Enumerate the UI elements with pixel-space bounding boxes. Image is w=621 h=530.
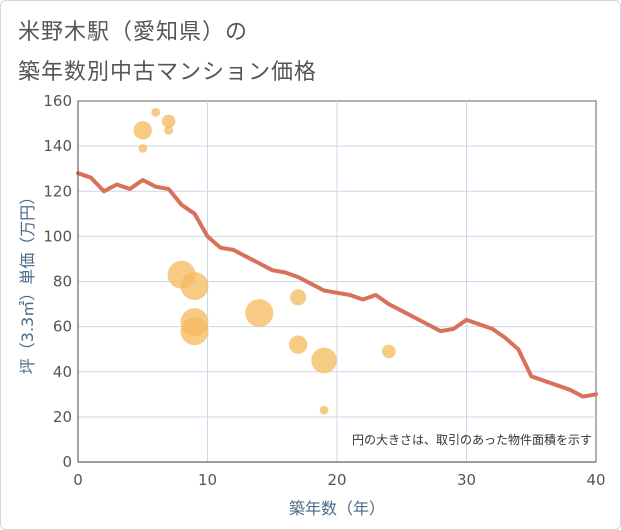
y-tick-label: 60 bbox=[53, 318, 72, 336]
y-tick-label: 160 bbox=[43, 92, 72, 110]
y-tick-label: 120 bbox=[43, 182, 72, 200]
y-tick-label: 100 bbox=[43, 227, 72, 245]
size-annotation: 円の大きさは、取引のあった物件面積を示す bbox=[352, 432, 592, 447]
chart-title-line1: 米野木駅（愛知県）の bbox=[18, 20, 249, 45]
y-tick-label: 140 bbox=[43, 137, 72, 155]
tick-labels: 0 10 20 30 40 0 20 40 60 80 100 120 140 160 bbox=[43, 92, 605, 489]
grid-lines bbox=[78, 101, 596, 462]
chart-title-line2: 築年数別中古マンション価格 bbox=[18, 60, 318, 85]
data-bubble bbox=[245, 299, 274, 328]
data-bubble bbox=[382, 344, 396, 359]
data-bubble bbox=[161, 114, 176, 129]
data-bubble bbox=[138, 143, 148, 153]
data-bubble bbox=[133, 121, 152, 140]
data-bubble bbox=[288, 335, 308, 354]
y-tick-label: 20 bbox=[53, 408, 72, 426]
data-bubble bbox=[180, 272, 209, 301]
data-bubble bbox=[319, 405, 329, 415]
data-bubble bbox=[151, 107, 161, 117]
y-axis-label: 坪（3.3㎡）単価（万円） bbox=[18, 189, 37, 374]
data-bubble bbox=[311, 347, 337, 374]
x-tick-label: 0 bbox=[73, 471, 83, 489]
axes bbox=[77, 101, 596, 463]
data-bubble bbox=[290, 289, 307, 306]
data-bubble bbox=[164, 125, 174, 135]
x-tick-label: 20 bbox=[327, 471, 346, 489]
bubble-series bbox=[133, 107, 396, 415]
x-tick-label: 30 bbox=[457, 471, 476, 489]
y-tick-label: 40 bbox=[53, 363, 72, 381]
data-bubble bbox=[180, 317, 209, 346]
x-tick-label: 40 bbox=[586, 471, 605, 489]
x-tick-label: 10 bbox=[198, 471, 217, 489]
x-axis-label: 築年数（年） bbox=[289, 499, 385, 518]
y-tick-label: 80 bbox=[53, 273, 72, 291]
y-tick-label: 0 bbox=[62, 453, 72, 471]
price-trend-line bbox=[76, 171, 598, 399]
